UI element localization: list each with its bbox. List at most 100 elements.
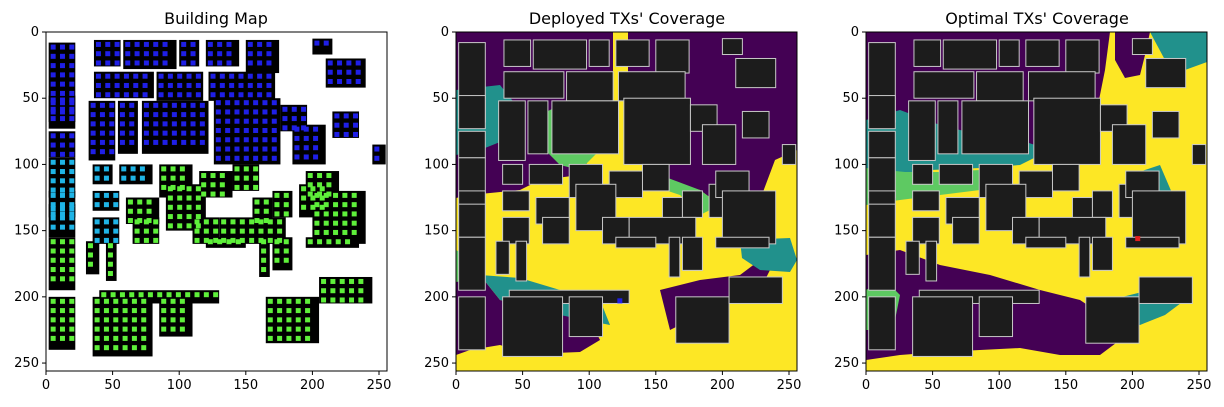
marker-point [262,127,268,133]
marker-point [247,73,253,79]
marker-point [125,51,131,57]
marker-point [267,335,273,341]
marker-point [235,239,241,245]
marker-point [186,73,192,79]
marker-point [219,191,225,197]
marker-point [283,192,289,198]
marker-point [59,159,65,165]
building [458,203,486,238]
marker-point [323,192,329,198]
marker-point [263,199,269,205]
marker-point [131,308,137,314]
marker-point [114,92,120,98]
marker-point [186,204,192,210]
marker-point [243,184,249,190]
marker-point [131,298,137,304]
building [503,39,532,67]
building [123,39,177,70]
building [551,100,620,155]
marker-point [153,139,159,145]
building [319,276,373,304]
marker-point [50,90,56,96]
marker-point [129,121,135,127]
marker-point [277,308,283,314]
building [681,190,703,218]
marker-point [261,267,267,273]
marker-point [59,53,65,59]
marker-point [162,41,168,47]
marker-point [134,51,140,57]
marker-point [50,224,56,230]
marker-point [122,308,128,314]
marker-point [177,223,183,229]
marker-point [217,60,223,66]
marker-point [234,137,240,143]
marker-point [69,206,75,212]
marker-point [225,137,231,143]
marker-point [113,219,119,225]
building [528,163,564,185]
marker-point [181,102,187,108]
marker-point [249,228,255,234]
marker-point [103,298,109,304]
marker-point [50,72,56,78]
marker-point [179,184,185,190]
marker-point [142,73,148,79]
marker-point [162,130,168,136]
marker-point [162,60,168,66]
marker-point [339,278,345,284]
marker-point [249,237,255,243]
marker-point [334,131,340,137]
marker-point [141,345,147,351]
marker-point [177,73,183,79]
marker-point [59,317,65,323]
marker-point [69,109,75,115]
marker-point [94,345,100,351]
marker-point [50,81,56,87]
marker-point [317,182,323,188]
building [912,190,940,212]
marker-point [199,112,205,118]
marker-point [185,292,191,298]
marker-point [69,169,75,175]
marker-point [103,166,109,172]
marker-point [266,92,272,98]
marker-point [177,195,183,201]
plot-frame [455,31,798,372]
building [618,71,686,102]
marker-point [254,199,260,205]
marker-point [105,73,111,79]
marker-point [215,118,221,124]
marker-point [113,308,119,314]
marker-point [234,184,240,190]
building [498,100,526,161]
marker-point [59,90,65,96]
marker-point [181,130,187,136]
marker-point [50,133,56,139]
building [1125,236,1180,249]
marker-point [129,130,135,136]
building [912,296,974,357]
marker-point [213,228,219,234]
marker-point [321,297,327,303]
marker-point [59,257,65,263]
marker-point [274,202,280,208]
marker-point [195,186,201,192]
marker-point [186,223,192,229]
marker-point [99,130,105,136]
marker-point [277,228,283,234]
marker-point [133,82,139,88]
marker-point [50,106,56,112]
marker-point [50,97,56,103]
marker-point [69,192,75,198]
building [998,39,1020,67]
marker-point [143,139,149,145]
building [588,39,610,67]
marker-point [333,202,339,208]
marker-point [143,102,149,108]
marker-point [59,44,65,50]
marker-point [105,82,111,88]
marker-point [134,60,140,66]
marker-point [310,195,316,201]
marker-point [271,127,277,133]
